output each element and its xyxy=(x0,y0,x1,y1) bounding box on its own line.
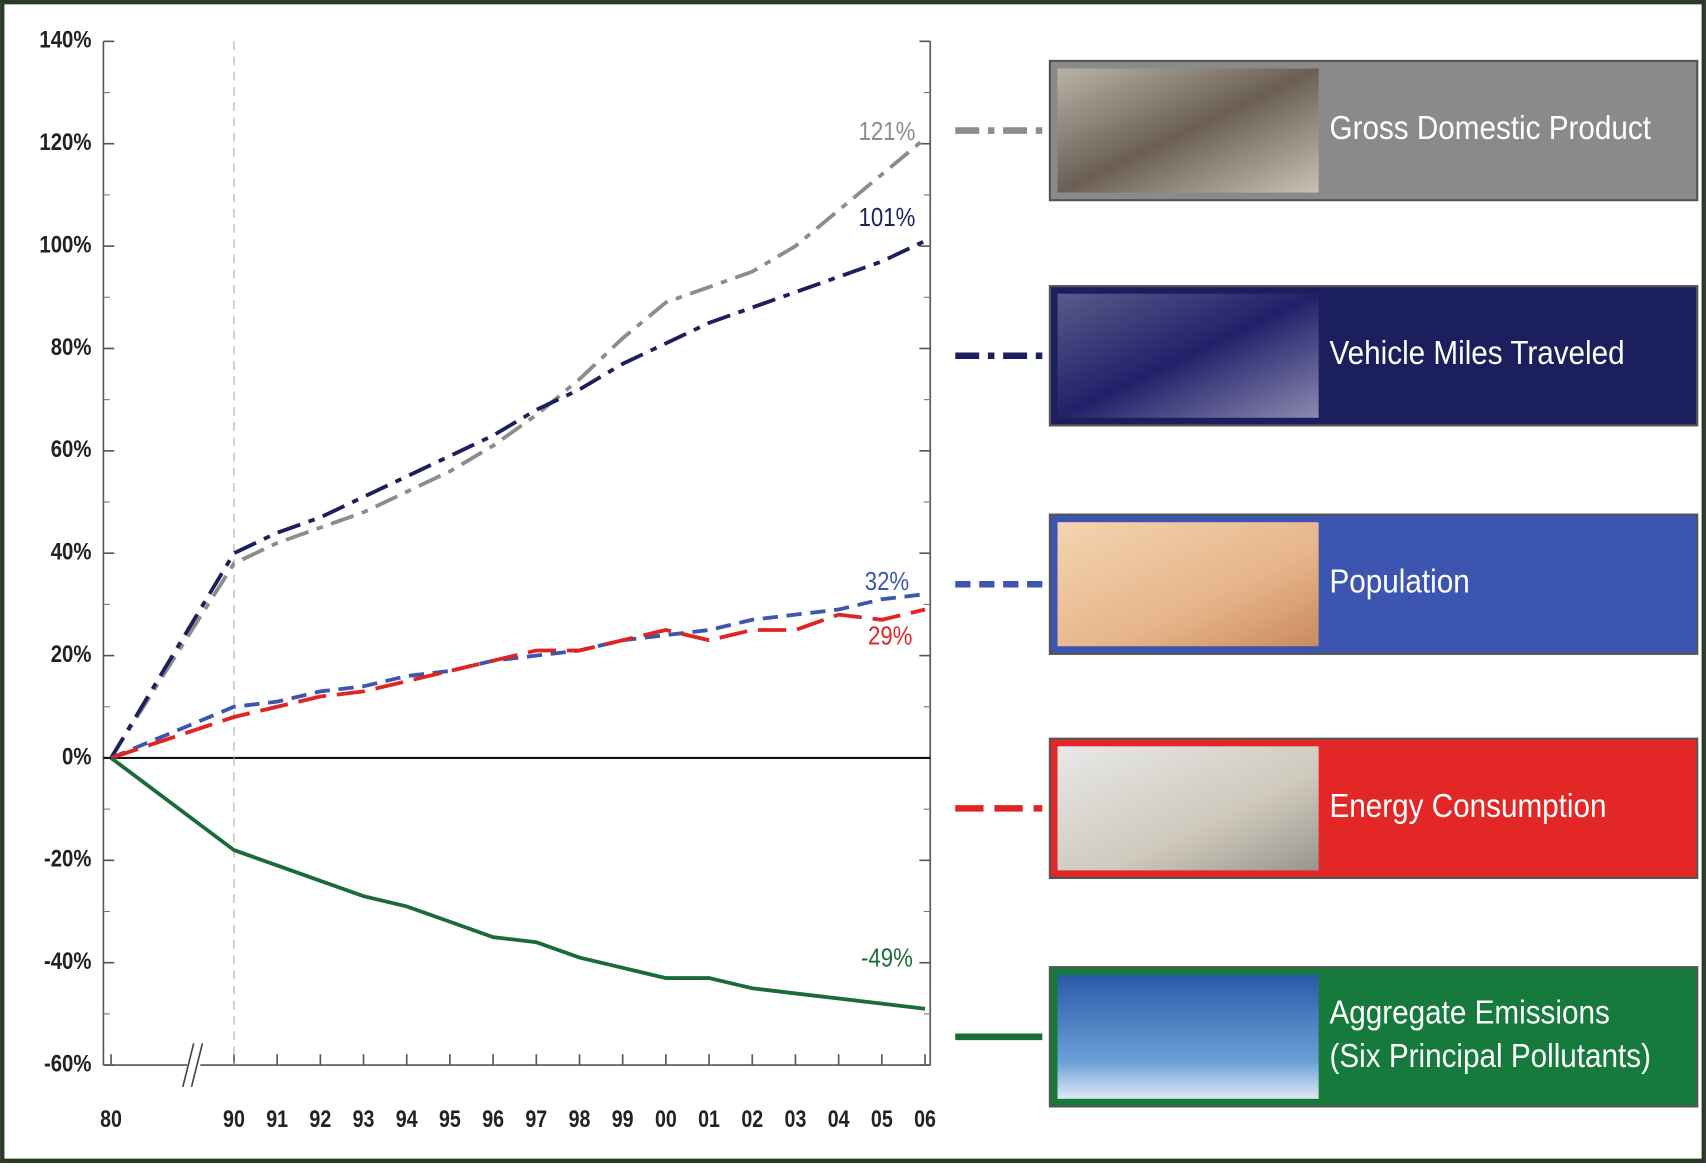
end-label: -49% xyxy=(861,944,913,973)
series-line xyxy=(110,592,926,760)
end-label: 121% xyxy=(859,117,916,146)
legend-image xyxy=(1057,68,1319,193)
x-tick-label: 00 xyxy=(655,1105,677,1132)
legend-image xyxy=(1057,974,1319,1099)
x-tick-label: 97 xyxy=(525,1105,547,1132)
x-tick-label: 01 xyxy=(698,1105,720,1132)
x-tick-label: 99 xyxy=(612,1105,634,1132)
legend-label: Population xyxy=(1330,562,1470,600)
series-line xyxy=(109,137,927,759)
axis-break xyxy=(190,1043,204,1088)
y-tick-label: 120% xyxy=(39,128,91,155)
axis-break xyxy=(182,1043,195,1088)
y-tick-label: 40% xyxy=(51,538,92,565)
y-tick-label: -20% xyxy=(44,845,92,872)
x-tick-label: 90 xyxy=(223,1105,245,1132)
x-tick-label: 06 xyxy=(914,1105,936,1132)
x-tick-label: 95 xyxy=(439,1105,461,1132)
y-tick-label: 140% xyxy=(39,26,91,53)
axis-break-gap xyxy=(187,1041,201,1090)
end-label: 32% xyxy=(865,568,909,597)
x-tick-label: 92 xyxy=(309,1105,331,1132)
legend-image xyxy=(1057,293,1319,418)
x-tick-label: 05 xyxy=(871,1105,893,1132)
x-tick-label: 04 xyxy=(828,1105,851,1132)
legend-label: Energy Consumption xyxy=(1330,786,1607,824)
x-tick-label: 96 xyxy=(482,1105,504,1132)
legend-image xyxy=(1057,522,1319,647)
x-tick-label: 98 xyxy=(569,1105,591,1132)
y-tick-label: -40% xyxy=(44,947,92,974)
y-tick-label: 20% xyxy=(51,640,92,667)
y-tick-label: 60% xyxy=(51,436,92,463)
x-tick-label: 80 xyxy=(100,1105,122,1132)
y-tick-label: 100% xyxy=(39,231,91,258)
end-label: 101% xyxy=(859,203,916,232)
legend-label: Aggregate Emissions (Six Principal Pollut… xyxy=(1330,993,1651,1075)
x-tick-label: 03 xyxy=(785,1105,807,1132)
series-line xyxy=(110,607,926,760)
series-line xyxy=(109,756,926,1011)
legend-image xyxy=(1057,746,1319,871)
x-tick-label: 93 xyxy=(353,1105,375,1132)
x-tick-label: 91 xyxy=(266,1105,288,1132)
end-label: 29% xyxy=(868,622,912,651)
legend-label: Vehicle Miles Traveled xyxy=(1330,334,1625,372)
legend-label: Gross Domestic Product xyxy=(1330,109,1652,147)
y-tick-label: 0% xyxy=(62,743,92,770)
y-tick-label: -60% xyxy=(44,1050,92,1077)
y-tick-label: 80% xyxy=(51,333,92,360)
x-tick-label: 02 xyxy=(741,1105,763,1132)
series-line xyxy=(109,239,926,759)
x-tick-label: 94 xyxy=(396,1105,419,1132)
